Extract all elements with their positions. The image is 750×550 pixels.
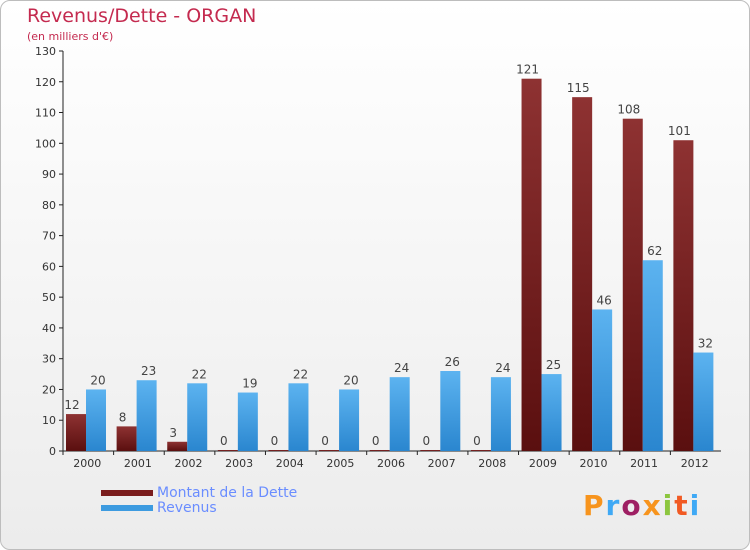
dette-value-label: 0 <box>271 434 279 448</box>
chart-subtitle: (en milliers d'€) <box>27 30 114 43</box>
dette-value-label: 12 <box>64 398 79 412</box>
y-tick-label: 60 <box>42 260 56 273</box>
revenus-value-label: 62 <box>647 244 662 258</box>
revenus-value-label: 19 <box>242 377 257 391</box>
revenus-bar <box>490 377 511 451</box>
dette-bar <box>673 140 694 451</box>
dette-bar <box>572 97 593 452</box>
x-tick-label: 2005 <box>326 457 354 470</box>
x-tick-label: 2001 <box>124 457 152 470</box>
revenus-value-label: 24 <box>495 361 510 375</box>
dette-value-label: 101 <box>668 124 691 138</box>
dette-bar <box>167 441 188 451</box>
y-tick-label: 110 <box>35 107 56 120</box>
y-tick-label: 0 <box>49 445 56 458</box>
x-tick-label: 2000 <box>73 457 101 470</box>
y-tick-label: 20 <box>42 383 56 396</box>
dette-value-label: 0 <box>473 434 481 448</box>
legend-label-revenus: Revenus <box>157 500 217 516</box>
dette-bar <box>369 450 390 451</box>
legend-item-revenus: Revenus <box>101 500 361 517</box>
legend-label-dette: Montant de la Dette <box>157 485 298 501</box>
revenus-bar <box>592 309 613 451</box>
x-tick-label: 2012 <box>681 457 709 470</box>
dette-value-label: 0 <box>321 434 329 448</box>
dette-value-label: 3 <box>169 426 177 440</box>
revenus-value-label: 25 <box>546 358 561 372</box>
revenus-value-label: 46 <box>597 293 612 307</box>
dette-value-label: 115 <box>567 81 590 95</box>
revenus-value-label: 26 <box>445 355 460 369</box>
y-tick-label: 70 <box>42 230 56 243</box>
revenus-bar <box>288 383 309 451</box>
y-tick-label: 120 <box>35 76 56 89</box>
dette-bar <box>521 78 542 451</box>
chart-title: Revenus/Dette - ORGAN <box>27 5 257 27</box>
y-tick-label: 130 <box>35 45 56 58</box>
y-tick-label: 100 <box>35 137 56 150</box>
y-tick-label: 30 <box>42 353 56 366</box>
x-tick-label: 2010 <box>579 457 607 470</box>
dette-bar <box>319 450 340 451</box>
legend-swatch-revenus <box>101 505 153 511</box>
legend-swatch-dette <box>101 490 153 496</box>
legend: Montant de la Dette Revenus <box>101 485 361 517</box>
revenus-bar <box>86 389 106 451</box>
dette-value-label: 0 <box>422 434 430 448</box>
dette-bar <box>217 450 238 451</box>
dette-value-label: 0 <box>220 434 228 448</box>
y-tick-label: 80 <box>42 199 56 212</box>
y-tick-label: 50 <box>42 291 56 304</box>
legend-item-dette: Montant de la Dette <box>101 485 361 502</box>
x-tick-label: 2002 <box>175 457 203 470</box>
revenus-value-label: 22 <box>293 367 308 381</box>
revenus-bar <box>693 352 714 451</box>
revenus-bar <box>642 260 663 451</box>
revenus-value-label: 20 <box>343 373 358 387</box>
revenus-value-label: 24 <box>394 361 409 375</box>
dette-bar <box>66 414 86 451</box>
revenus-value-label: 23 <box>141 364 156 378</box>
dette-bar <box>116 426 137 451</box>
revenus-bar <box>237 392 258 451</box>
revenus-bar <box>440 371 461 451</box>
revenus-value-label: 32 <box>698 337 713 351</box>
revenus-bar <box>541 374 562 451</box>
dette-value-label: 108 <box>617 103 640 117</box>
revenus-value-label: 22 <box>192 367 207 381</box>
x-tick-label: 2006 <box>377 457 405 470</box>
x-tick-label: 2004 <box>276 457 304 470</box>
dette-value-label: 8 <box>119 410 127 424</box>
y-tick-label: 90 <box>42 168 56 181</box>
y-tick-label: 10 <box>42 414 56 427</box>
revenus-value-label: 20 <box>90 373 105 387</box>
dette-bar <box>420 450 441 451</box>
dette-value-label: 121 <box>516 63 539 77</box>
revenus-bar <box>389 377 410 451</box>
revenus-bar <box>187 383 208 451</box>
x-tick-label: 2009 <box>529 457 557 470</box>
dette-bar <box>622 118 643 451</box>
x-tick-label: 2008 <box>478 457 506 470</box>
revenus-bar <box>339 389 360 451</box>
proxiti-logo: Proxiti <box>583 489 702 522</box>
x-tick-label: 2003 <box>225 457 253 470</box>
dette-bar <box>268 450 289 451</box>
dette-bar <box>470 450 491 451</box>
y-tick-label: 40 <box>42 322 56 335</box>
x-tick-label: 2007 <box>428 457 456 470</box>
x-tick-label: 2011 <box>630 457 658 470</box>
dette-value-label: 0 <box>372 434 380 448</box>
revenus-bar <box>136 380 157 451</box>
